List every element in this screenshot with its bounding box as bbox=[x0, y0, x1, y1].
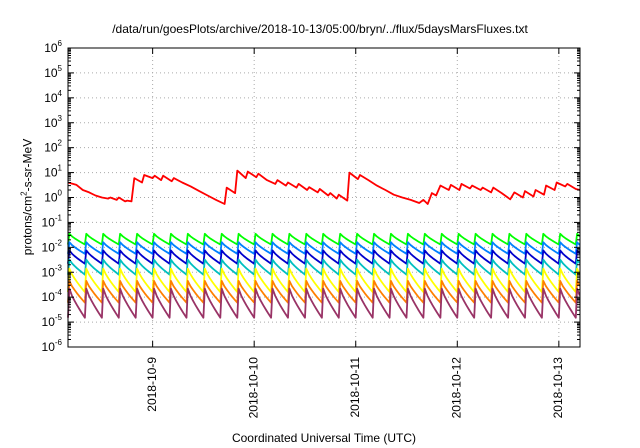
series-line-0 bbox=[67, 169, 581, 205]
series-line-2 bbox=[67, 241, 581, 255]
y-axis-label-prefix: protons/cm bbox=[20, 195, 35, 256]
plot-frame bbox=[67, 47, 581, 348]
grid-lines bbox=[68, 48, 580, 347]
x-axis-label: Coordinated Universal Time (UTC) bbox=[231, 431, 417, 445]
y-axis-label: protons/cm2-s-sr-MeV bbox=[20, 139, 35, 255]
y-axis-label-sup: 2 bbox=[19, 191, 29, 196]
y-tick-label: 106 bbox=[44, 39, 62, 55]
chart-title: /data/run/goesPlots/archive/2018-10-13/0… bbox=[112, 22, 528, 36]
x-tick-label: 2018-10-13 bbox=[551, 357, 565, 419]
y-tick-label: 101 bbox=[44, 164, 62, 180]
y-tick-labels: 10-6 10-5 10-4 10-3 10-2 10-1 100 101 102 103 104 1… bbox=[42, 39, 63, 354]
y-tick-label: 105 bbox=[44, 64, 62, 80]
y-tick-label: 104 bbox=[44, 89, 62, 105]
x-tick-labels: 2018-10-9 2018-10-10 2018-10-11 2018-10-12 2… bbox=[145, 357, 565, 419]
y-tick-label: 100 bbox=[44, 189, 62, 205]
y-tick-label: 10-5 bbox=[42, 313, 63, 329]
y-tick-label: 10-1 bbox=[42, 213, 63, 229]
x-tick-label: 2018-10-12 bbox=[449, 357, 463, 419]
series-line-1 bbox=[67, 232, 581, 246]
series-line-7 bbox=[67, 287, 581, 319]
y-tick-label: 10-6 bbox=[42, 338, 63, 354]
series-layer bbox=[67, 169, 581, 319]
y-tick-label: 10-2 bbox=[42, 238, 63, 254]
axes bbox=[67, 47, 581, 348]
series-line-3 bbox=[67, 249, 581, 265]
y-tick-label: 10-3 bbox=[42, 263, 63, 279]
y-tick-label: 102 bbox=[44, 139, 62, 155]
x-tick-label: 2018-10-11 bbox=[348, 357, 362, 418]
x-tick-label: 2018-10-9 bbox=[145, 357, 159, 412]
y-tick-label: 103 bbox=[44, 114, 62, 130]
x-tick-label: 2018-10-10 bbox=[246, 357, 260, 419]
y-tick-label: 10-4 bbox=[42, 288, 63, 304]
y-axis-label-suffix: -s-sr-MeV bbox=[20, 138, 35, 192]
